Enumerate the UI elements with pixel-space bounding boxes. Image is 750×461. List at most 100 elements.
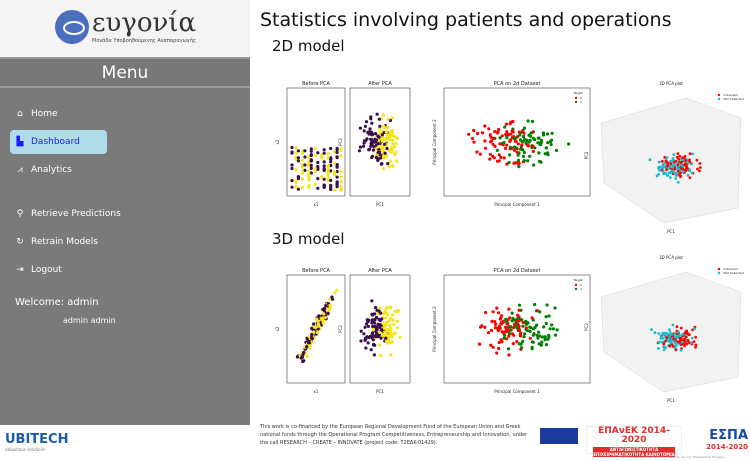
data-point <box>333 171 337 175</box>
logo-subtitle: Μονάδα Υποβοηθούμενης Αναπαραγωγής <box>92 38 196 44</box>
data-point <box>550 131 554 135</box>
eugonia-logo[interactable]: ευγονία Μονάδα Υποβοηθούμενης Αναπαραγωγ… <box>0 0 250 57</box>
data-point <box>335 288 339 292</box>
data-point <box>680 163 684 167</box>
data-point <box>339 175 343 179</box>
data-point <box>511 342 515 346</box>
data-point <box>373 312 377 316</box>
data-point <box>306 341 311 345</box>
data-point <box>370 140 374 144</box>
data-point <box>478 342 482 346</box>
data-point <box>491 136 496 140</box>
sidebar-item-retrieve-predictions[interactable]: ⚲ Retrieve Predictions <box>10 202 150 226</box>
data-point <box>333 173 337 177</box>
data-point <box>496 328 500 333</box>
data-point <box>390 128 394 133</box>
sidebar: ευγονία Μονάδα Υποβοηθούμενης Αναπαραγωγ… <box>0 0 250 425</box>
sidebar-item-logout[interactable]: ⇥ Logout <box>10 258 107 282</box>
data-point <box>395 309 399 313</box>
data-point <box>316 151 320 155</box>
data-point <box>691 328 694 332</box>
data-point <box>316 167 320 171</box>
plot-frame <box>286 274 346 384</box>
data-point <box>389 317 393 321</box>
sidebar-item-dashboard[interactable]: ▙ Dashboard <box>10 130 107 154</box>
data-point <box>362 129 366 133</box>
data-point <box>322 183 326 187</box>
data-point <box>369 115 373 119</box>
data-point <box>374 331 378 335</box>
data-point <box>339 187 343 192</box>
data-point <box>519 331 523 335</box>
data-point <box>395 136 399 140</box>
data-point <box>668 335 672 339</box>
data-point <box>525 328 530 333</box>
data-point <box>305 354 309 358</box>
data-point <box>674 348 678 351</box>
data-point <box>648 158 652 162</box>
data-point <box>497 127 501 132</box>
data-point <box>382 328 386 332</box>
data-point <box>370 299 374 303</box>
search-icon: ⚲ <box>16 209 24 219</box>
data-point <box>307 336 311 340</box>
data-point <box>539 138 544 143</box>
data-point <box>322 309 326 313</box>
data-point <box>470 136 475 141</box>
data-point <box>536 136 541 140</box>
data-point <box>538 334 542 338</box>
data-point <box>535 323 539 327</box>
data-point <box>322 160 326 164</box>
legend-entry: Not Collected <box>724 271 744 275</box>
data-point <box>497 324 501 329</box>
eu-flag-logo <box>540 428 578 444</box>
data-point <box>329 187 333 192</box>
data-point <box>673 165 676 169</box>
data-point <box>378 130 382 134</box>
data-point <box>307 178 311 182</box>
data-point <box>681 167 685 171</box>
data-point <box>380 317 384 321</box>
data-point <box>316 325 320 329</box>
data-point <box>377 312 381 316</box>
data-point <box>371 343 376 347</box>
data-point <box>673 339 677 343</box>
data-point <box>525 139 529 143</box>
data-point <box>686 160 689 164</box>
data-point <box>391 142 395 146</box>
data-point <box>300 352 304 356</box>
y-axis-label: Principal Component 2 <box>432 119 437 165</box>
data-point <box>521 134 526 139</box>
data-point <box>321 318 325 322</box>
data-point <box>316 319 320 323</box>
sidebar-item-home[interactable]: ⌂ Home <box>10 102 107 126</box>
user-name: admin admin <box>63 316 116 325</box>
data-point <box>326 170 330 174</box>
sidebar-item-retrain-models[interactable]: ↻ Retrain Models <box>10 230 150 254</box>
data-point <box>378 325 382 329</box>
data-point <box>329 157 333 161</box>
data-point <box>395 326 400 330</box>
sidebar-item-analytics[interactable]: ⩘ Analytics <box>10 158 107 182</box>
data-point <box>685 342 689 346</box>
data-point <box>322 183 326 187</box>
data-point <box>374 132 378 136</box>
data-point <box>475 150 479 154</box>
x-axis-label: PC1 <box>376 202 384 207</box>
data-point <box>380 155 385 159</box>
section-2d-model: 2D model <box>272 37 345 55</box>
data-point <box>314 326 318 331</box>
data-point <box>507 328 511 332</box>
data-point <box>528 138 532 142</box>
data-point <box>513 146 518 150</box>
data-point <box>495 351 499 355</box>
data-point <box>670 167 674 171</box>
data-point <box>528 154 532 158</box>
data-point <box>505 132 510 136</box>
data-point <box>519 145 523 149</box>
data-point <box>657 165 661 169</box>
data-point <box>670 342 673 346</box>
data-point <box>507 330 511 334</box>
data-point <box>539 140 543 145</box>
data-point <box>679 175 682 179</box>
